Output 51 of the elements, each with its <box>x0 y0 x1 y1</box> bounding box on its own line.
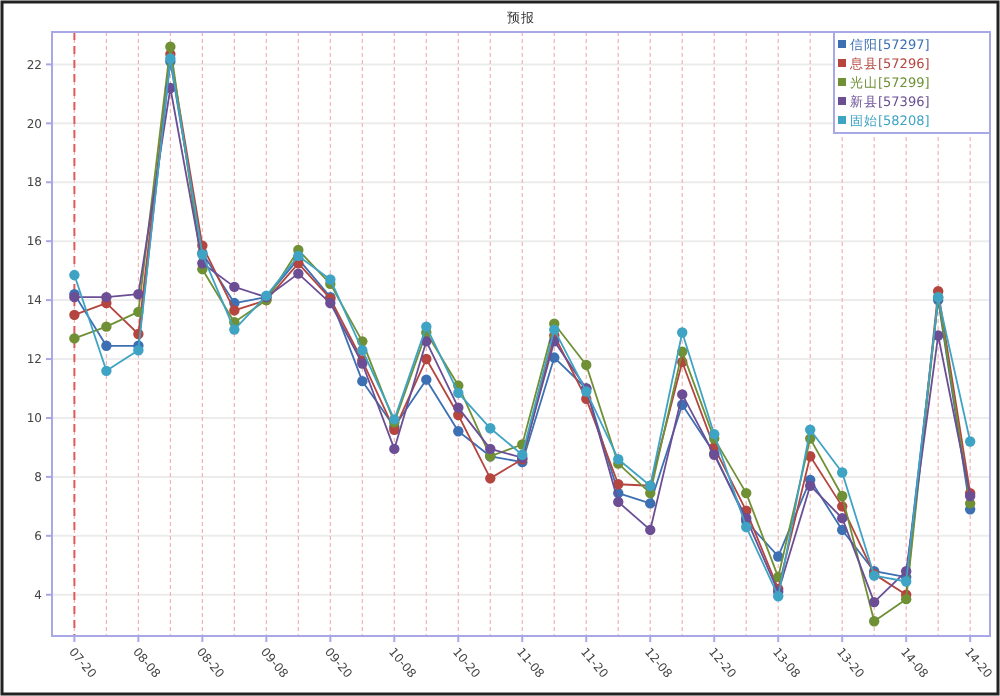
point <box>900 576 912 587</box>
point <box>69 333 80 344</box>
point <box>837 467 848 478</box>
point <box>101 340 112 351</box>
point <box>357 345 368 356</box>
point <box>805 480 816 491</box>
point <box>101 365 112 377</box>
point <box>645 498 656 509</box>
point <box>69 309 80 321</box>
point <box>868 616 880 627</box>
point <box>485 423 496 434</box>
point <box>165 41 176 52</box>
point <box>133 289 144 300</box>
point <box>677 327 688 338</box>
point <box>773 551 784 562</box>
point <box>101 321 112 332</box>
point <box>549 324 560 335</box>
point <box>453 426 464 437</box>
point <box>421 353 432 365</box>
point <box>677 389 688 400</box>
point <box>773 591 784 602</box>
point <box>229 324 240 335</box>
point <box>293 268 304 279</box>
point <box>229 305 240 316</box>
point <box>709 428 720 440</box>
point <box>421 374 432 385</box>
point <box>837 490 848 502</box>
point <box>421 321 432 332</box>
point <box>453 402 464 413</box>
point <box>485 443 496 455</box>
point <box>581 359 592 371</box>
point <box>741 487 752 499</box>
point <box>741 521 752 533</box>
point <box>453 387 464 399</box>
point <box>964 436 976 447</box>
point <box>868 596 880 608</box>
point <box>325 297 336 309</box>
point <box>357 375 368 387</box>
point <box>805 424 816 435</box>
point <box>613 496 624 508</box>
point <box>101 291 112 303</box>
point <box>389 443 400 455</box>
point <box>900 593 912 605</box>
point <box>837 512 848 524</box>
point <box>421 336 432 347</box>
point <box>229 281 240 293</box>
point <box>133 345 144 356</box>
point <box>69 269 80 281</box>
point <box>325 274 336 285</box>
point <box>485 473 496 484</box>
point <box>645 524 656 536</box>
